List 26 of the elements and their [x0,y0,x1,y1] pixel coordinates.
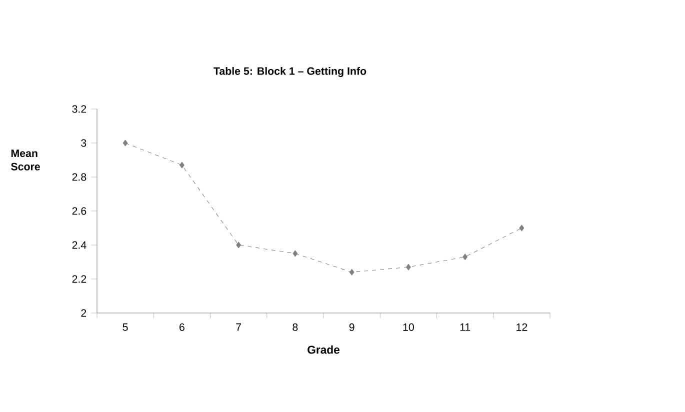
point [236,242,242,248]
x-tick-label: 5 [122,323,128,331]
x-axis-title: Grade [308,345,340,354]
y-tick-label: 2.2 [72,275,86,283]
point [349,269,354,276]
chart-title: Table 5: Block 1 – Getting Info [214,67,366,77]
point [179,162,184,168]
y-tick-label: 2 [81,309,86,317]
point [122,140,128,146]
x-tick-label: 9 [349,323,354,331]
point [462,254,468,260]
x-tick-label: 12 [516,323,528,331]
point [519,224,524,232]
x-tick-label: 11 [460,323,470,331]
y-tick-label: 3.2 [72,105,86,113]
y-tick-label: 2.6 [72,207,86,215]
x-tick-label: 8 [292,323,298,331]
y-tick-label: 3 [81,139,86,147]
x-tick-label: 6 [180,323,184,331]
point [406,264,411,270]
y-tick-label: 2.4 [72,241,86,249]
x-tick-label: 10 [403,323,414,331]
point [292,250,298,257]
x-tick-label: 7 [236,323,241,331]
y-tick-label: 2.8 [72,173,86,181]
y-axis-title: Mean Score [11,150,40,170]
